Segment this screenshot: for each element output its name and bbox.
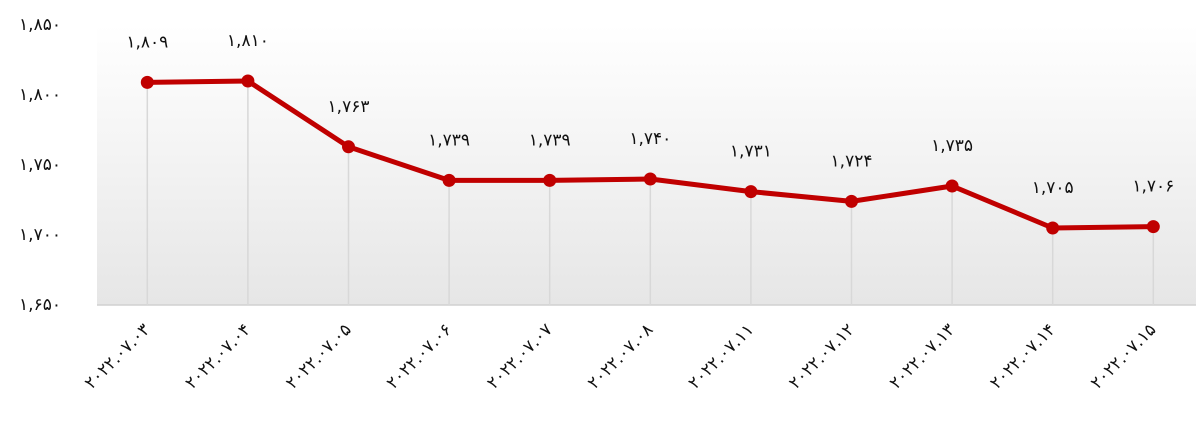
- point: [543, 173, 557, 187]
- x-tick-label: ۲۰۲۲.۰۷.۰۵: [282, 320, 355, 393]
- x-tick-label: ۲۰۲۲.۰۷.۱۳: [886, 320, 959, 393]
- data-label: ۱,۸۰۹: [126, 32, 168, 52]
- y-tick-label: ۱,۶۵۰: [19, 295, 61, 315]
- data-label: ۱,۸۱۰: [227, 31, 269, 51]
- x-tick-label: ۲۰۲۲.۰۷.۰۸: [584, 320, 657, 393]
- y-tick-label: ۱,۸۵۰: [19, 15, 61, 35]
- point: [845, 194, 858, 208]
- data-label: ۱,۷۰۶: [1132, 177, 1174, 197]
- point: [1046, 221, 1060, 235]
- data-label: ۱,۷۴۰: [629, 129, 671, 149]
- point: [945, 179, 959, 193]
- x-tick-label: ۲۰۲۲.۰۷.۱۲: [785, 320, 858, 393]
- point: [1146, 220, 1160, 234]
- data-label: ۱,۷۳۹: [529, 130, 571, 150]
- plot-background: [97, 25, 1196, 305]
- data-label: ۱,۷۳۵: [931, 136, 973, 156]
- x-tick-label: ۲۰۲۲.۰۷.۰۶: [383, 320, 456, 393]
- point: [342, 140, 355, 154]
- y-tick-label: ۱,۷۰۰: [19, 225, 61, 245]
- point: [643, 172, 657, 186]
- x-tick-label: ۲۰۲۲.۰۷.۰۴: [182, 320, 255, 393]
- point: [744, 185, 758, 199]
- data-label: ۱,۷۰۵: [1032, 178, 1074, 198]
- y-tick-label: ۱,۷۵۰: [19, 155, 61, 175]
- x-tick-label: ۲۰۲۲.۰۷.۱۴: [986, 320, 1059, 393]
- x-tick-label: ۲۰۲۲.۰۷.۰۳: [81, 320, 154, 393]
- data-label: ۱,۷۲۴: [831, 151, 873, 171]
- data-label: ۱,۷۶۳: [328, 97, 370, 117]
- x-tick-label: ۲۰۲۲.۰۷.۱۱: [685, 320, 758, 393]
- data-label: ۱,۷۳۱: [730, 142, 772, 162]
- x-tick-label: ۲۰۲۲.۰۷.۰۷: [483, 320, 556, 393]
- point: [442, 173, 456, 187]
- point: [140, 75, 154, 89]
- x-tick-label: ۲۰۲۲.۰۷.۱۵: [1087, 320, 1160, 393]
- data-label: ۱,۷۳۹: [428, 130, 470, 150]
- y-tick-label: ۱,۸۰۰: [19, 85, 61, 105]
- point: [241, 74, 255, 88]
